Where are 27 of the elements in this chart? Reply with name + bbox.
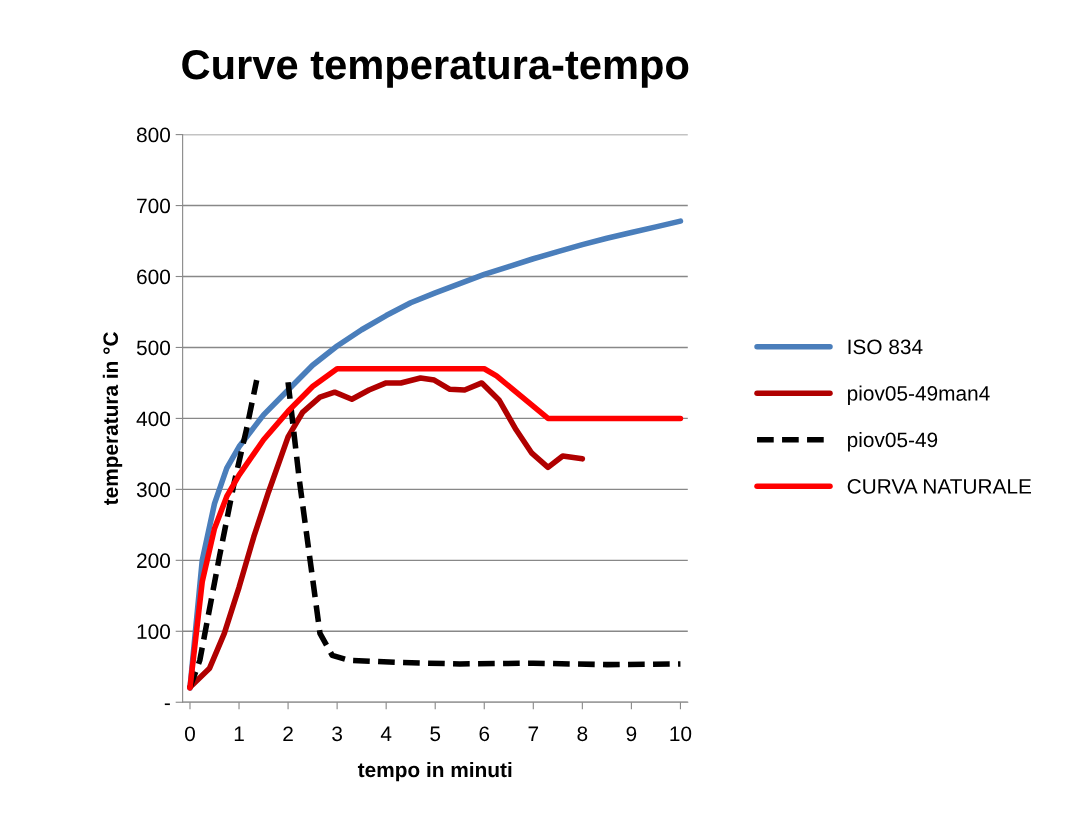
x-tick-label: 2 <box>283 726 293 741</box>
y-tick-label: 100 <box>137 624 171 640</box>
x-tick-label: 5 <box>430 726 441 742</box>
legend-label: piov05-49man4 <box>847 385 990 405</box>
x-tick-label: 3 <box>332 726 342 742</box>
x-tick-label: 7 <box>528 726 539 741</box>
x-tick-label: 0 <box>185 726 195 742</box>
legend-label: piov05-49 <box>847 431 938 452</box>
legend-label: ISO 834 <box>848 339 923 355</box>
y-tick-label: 700 <box>137 198 171 214</box>
x-tick-label: 9 <box>626 726 637 742</box>
x-tick-label: 10 <box>670 726 692 742</box>
y-tick-label: 600 <box>137 269 171 285</box>
x-tick-label: 8 <box>577 726 588 742</box>
x-tick-label: 4 <box>380 726 392 741</box>
y-tick-label: 500 <box>136 340 171 356</box>
y-tick-label: 800 <box>136 127 171 143</box>
chart-title: Curve temperatura-tempo <box>182 49 689 88</box>
y-tick-label: 200 <box>137 553 171 569</box>
x-tick-label: 1 <box>234 726 244 741</box>
x-axis-title: tempo in minuti <box>357 761 512 782</box>
y-tick-label: 300 <box>136 482 171 498</box>
x-tick-label: 6 <box>479 726 490 742</box>
legend-label: CURVA NATURALE <box>847 479 1032 494</box>
y-tick-label: 400 <box>136 411 171 427</box>
y-axis-title: temperatura in °C <box>102 332 123 506</box>
y-tick-label: - <box>164 703 170 706</box>
